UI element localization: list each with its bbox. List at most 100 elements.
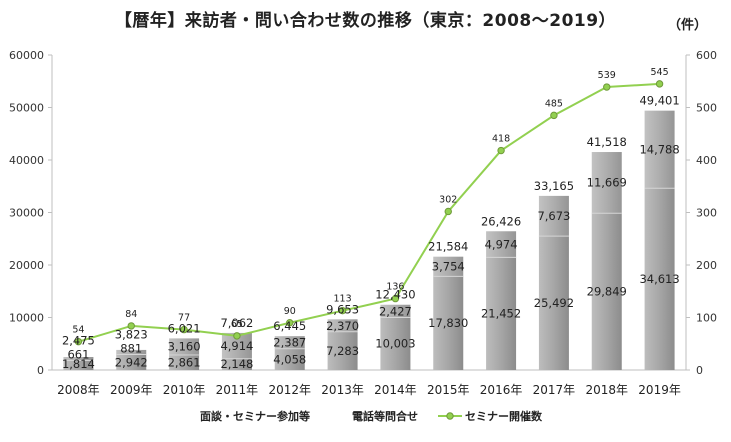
y2-tick-label: 100 — [696, 312, 717, 325]
y2-tick-label: 200 — [696, 259, 717, 272]
bar-label-phone-inquiry: 881 — [120, 342, 142, 356]
seminar-point — [655, 80, 664, 88]
bar-label-visit-seminar: 1,814 — [62, 357, 95, 371]
x-tick-label: 2014年 — [374, 383, 417, 397]
axes: 0 10000 20000 30000 40000 50000 60000 0 100 200 30… — [9, 49, 717, 397]
y-tick-label: 40000 — [9, 154, 44, 167]
bar-label-visit-seminar: 2,942 — [115, 355, 148, 369]
legend-label-seminar: セミナー開催数 — [465, 409, 543, 423]
bar-label-phone-inquiry: 14,788 — [639, 142, 679, 156]
seminar-point — [74, 337, 83, 346]
bar-label-phone-inquiry: 3,754 — [432, 260, 465, 274]
bar-label-phone-inquiry: 661 — [67, 347, 89, 361]
x-tick-label: 2015年 — [427, 383, 470, 397]
bar-total-label: 12,430 — [375, 288, 415, 302]
bar-total-label: 26,426 — [481, 214, 521, 228]
bar-total-label: 3,823 — [115, 328, 148, 342]
bar-total-label: 6,445 — [273, 319, 306, 333]
bar-label-phone-inquiry: 3,160 — [168, 340, 201, 354]
x-tick-label: 2019年 — [638, 383, 681, 397]
seminar-point-label: 418 — [492, 134, 510, 145]
bar-label-visit-seminar: 34,613 — [639, 272, 679, 286]
bar-phone-inquiry — [327, 319, 358, 332]
seminar-point-label: 485 — [545, 98, 563, 109]
x-tick-label: 2018年 — [585, 383, 628, 397]
seminar-point — [233, 332, 241, 340]
bar-visit-seminar — [644, 188, 675, 370]
bar-phone-inquiry — [63, 357, 94, 361]
seminar-point — [127, 322, 135, 330]
seminar-point — [497, 146, 505, 155]
x-tick-label: 2013年 — [321, 383, 364, 397]
y-tick-label: 60000 — [9, 49, 44, 62]
y2-tick-label: 300 — [696, 207, 717, 220]
bar-visit-seminar — [327, 331, 358, 370]
y-tick-label: 30000 — [9, 207, 44, 220]
bar-total-label: 33,165 — [534, 179, 574, 193]
bar-label-visit-seminar: 4,058 — [273, 352, 306, 366]
bar-phone-inquiry — [380, 304, 411, 318]
bar-visit-seminar — [486, 257, 517, 370]
bars — [63, 110, 675, 370]
y-tick-label: 0 — [37, 364, 44, 377]
chart-title: 【暦年】来訪者・問い合わせ数の推移（東京：2008～2019） — [114, 11, 617, 31]
seminar-point — [338, 306, 347, 315]
bar-label-phone-inquiry: 11,669 — [587, 176, 627, 190]
legend-label-visit-seminar: 面談・セミナー参加等 — [200, 409, 310, 423]
bar-label-visit-seminar: 25,492 — [534, 296, 574, 310]
bar-total-label: 21,584 — [428, 240, 468, 254]
bar-label-phone-inquiry: 2,427 — [379, 304, 412, 318]
bar-label-phone-inquiry: 7,673 — [537, 209, 570, 223]
unit-label: （件） — [668, 18, 708, 33]
bar-label-visit-seminar: 21,452 — [481, 307, 521, 321]
y2-tick-label: 500 — [696, 102, 717, 115]
bar-visit-seminar — [221, 358, 252, 370]
bar-phone-inquiry — [486, 231, 517, 258]
bar-visit-seminar — [433, 276, 464, 370]
legend-marker-seminar — [446, 412, 454, 420]
bar-visit-seminar — [274, 348, 305, 370]
seminar-point — [444, 207, 452, 216]
bar-label-visit-seminar: 2,148 — [220, 357, 253, 371]
seminar-point-label: 545 — [651, 67, 669, 78]
seminar-point — [603, 83, 611, 91]
y-tick-label: 20000 — [9, 259, 44, 272]
bar-label-visit-seminar: 10,003 — [375, 337, 415, 351]
seminar-line-path — [78, 82, 660, 343]
y2-tick-label: 0 — [696, 364, 703, 377]
bar-label-phone-inquiry: 2,387 — [273, 336, 306, 350]
seminar-point-label: 77 — [178, 313, 190, 324]
bar-total-label: 9,653 — [326, 302, 359, 316]
bar-visit-seminar — [169, 354, 200, 370]
x-tick-label: 2012年 — [268, 383, 311, 397]
y-tick-label: 10000 — [9, 312, 44, 325]
y-tick-label: 50000 — [9, 102, 44, 115]
bar-phone-inquiry — [274, 336, 305, 349]
bar-visit-seminar — [380, 317, 411, 370]
seminar-point-label: 54 — [72, 325, 84, 336]
bar-phone-inquiry — [644, 110, 675, 189]
bar-phone-inquiry — [116, 349, 147, 355]
seminar-point-label: 136 — [386, 282, 404, 293]
bar-phone-inquiry — [538, 195, 569, 237]
legend-swatch-visit-seminar — [186, 411, 198, 421]
seminar-point-label: 65 — [231, 319, 243, 330]
bar-total-label: 2,475 — [62, 333, 95, 347]
x-tick-label: 2009年 — [110, 383, 153, 397]
legend-label-phone-inquiry: 電話等問合せ — [352, 409, 418, 423]
seminar-point-label: 90 — [284, 306, 296, 317]
x-tick-label: 2011年 — [216, 383, 259, 397]
bar-total-label: 49,401 — [639, 94, 679, 108]
bar-phone-inquiry — [433, 256, 464, 277]
seminar-line — [74, 80, 664, 346]
seminar-point-label: 84 — [125, 309, 137, 320]
bar-visit-seminar — [63, 360, 94, 370]
bar-phone-inquiry — [169, 338, 200, 355]
seminar-point-label: 302 — [439, 194, 457, 205]
seminar-point — [286, 319, 294, 327]
x-tick-label: 2010年 — [163, 383, 206, 397]
legend: 面談・セミナー参加等 電話等問合せ セミナー開催数 — [186, 409, 543, 423]
seminar-point — [180, 325, 188, 334]
